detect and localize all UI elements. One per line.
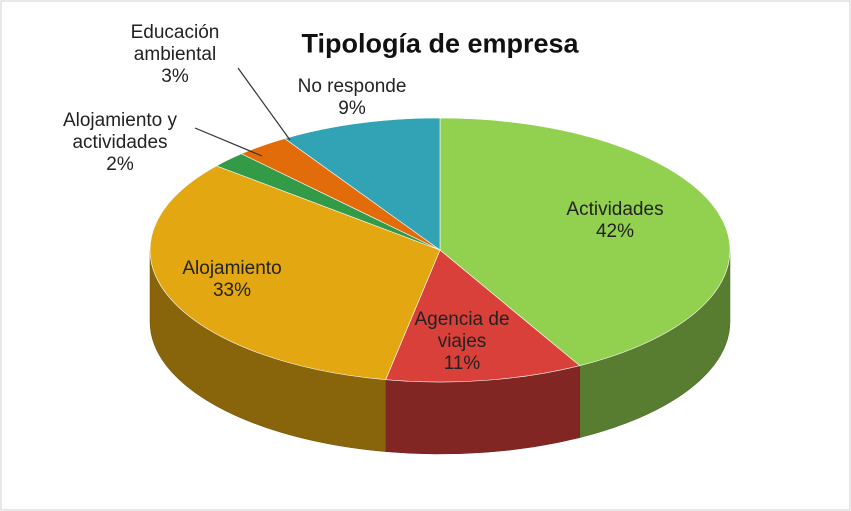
category-label: Educación ambiental (130, 22, 220, 65)
slice (385, 249, 581, 383)
category-label: No responde (297, 76, 407, 97)
value-label: 3% (161, 66, 189, 87)
slice (439, 117, 731, 366)
value-label: 33% (212, 280, 252, 301)
category-label: Agencia de viajes (414, 309, 510, 352)
chart-title: Tipología de empresa (301, 28, 579, 59)
slice-label: Alojamiento y actividades 2% (30, 110, 210, 176)
slice (283, 117, 441, 251)
slice (149, 165, 441, 380)
value-label: 2% (106, 154, 134, 175)
leader-line (237, 67, 291, 141)
category-label: Alojamiento (182, 258, 282, 279)
value-label: 11% (443, 353, 481, 374)
slice-tops (149, 117, 731, 383)
slice-label: Actividades 42% (515, 199, 715, 243)
category-label: Actividades (566, 199, 664, 220)
slice-label: Alojamiento 33% (132, 258, 332, 302)
slice-label: Educación ambiental 3% (100, 22, 250, 88)
leader-line (194, 127, 263, 157)
value-label: 42% (595, 221, 635, 242)
value-label: 9% (338, 98, 366, 119)
slice-label: Agencia de viajes 11% (402, 309, 522, 375)
category-label: Alojamiento y actividades (62, 110, 178, 153)
slice-label: No responde 9% (252, 76, 452, 120)
